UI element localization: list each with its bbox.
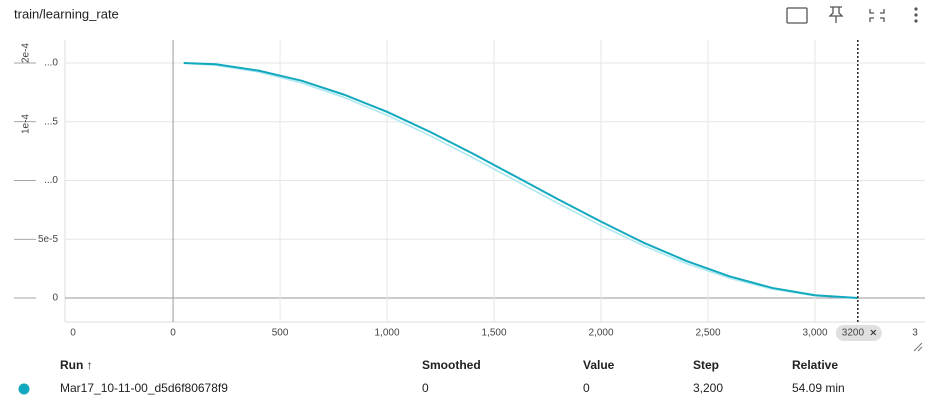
card-title: train/learning_rate <box>14 6 119 21</box>
x-tick-label: 3,000 <box>802 328 827 339</box>
pin-button[interactable] <box>828 6 844 23</box>
x-tick-label: 1,500 <box>482 328 507 339</box>
collapse-button[interactable] <box>869 9 885 22</box>
plot: 0 5e-5 ...0 ...5 ...0 2e-4 1e-4 0 500 1,000 1,500 2… <box>14 40 925 341</box>
run-color <box>18 383 30 395</box>
y-tick-label: ...0 <box>44 175 58 186</box>
value-header[interactable]: Value <box>583 358 615 372</box>
smoothed-header[interactable]: Smoothed <box>422 358 481 372</box>
x-tick-label: 500 <box>272 328 289 339</box>
y-tick-label: ...0 <box>44 58 58 69</box>
y-tick-label: 0 <box>52 293 58 304</box>
step-cell: 3,200 <box>693 381 723 395</box>
relative-cell: 54.09 min <box>792 381 845 395</box>
y-exponent-label: 2e-4 <box>21 43 32 63</box>
x-edge-label: 0 <box>70 328 76 339</box>
x-tick-label: 1,000 <box>375 328 400 339</box>
y-tick-label: 5e-5 <box>38 234 58 245</box>
x-tick-label: 2,000 <box>589 328 614 339</box>
fit-domain-button[interactable] <box>786 7 808 24</box>
toolbar <box>786 6 918 24</box>
resize-handle[interactable] <box>913 342 923 352</box>
x-tick-label: 2,500 <box>696 328 721 339</box>
step-chip <box>835 325 882 341</box>
table: Run ↑ Smoothed Value Step Relative Mar17… <box>18 358 845 395</box>
step-chip-label: 3200 <box>842 328 865 339</box>
value-cell: 0 <box>583 381 590 395</box>
step-chip-close[interactable] <box>870 329 877 336</box>
y-tick-label: ...5 <box>44 116 58 127</box>
y-exponent-label: 1e-4 <box>21 114 32 134</box>
smoothed-cell: 0 <box>422 381 429 395</box>
run-header[interactable]: Run ↑ <box>60 358 93 372</box>
menu-button[interactable] <box>914 7 918 23</box>
run-name: Mar17_10-11-00_d5d6f80678f9 <box>60 381 228 395</box>
x-tick-label: 0 <box>170 328 176 339</box>
step-header[interactable]: Step <box>693 358 719 372</box>
x-edge-label: 3 <box>912 328 918 339</box>
relative-header[interactable]: Relative <box>792 358 838 372</box>
series-line <box>183 62 858 300</box>
series-line <box>183 62 858 299</box>
